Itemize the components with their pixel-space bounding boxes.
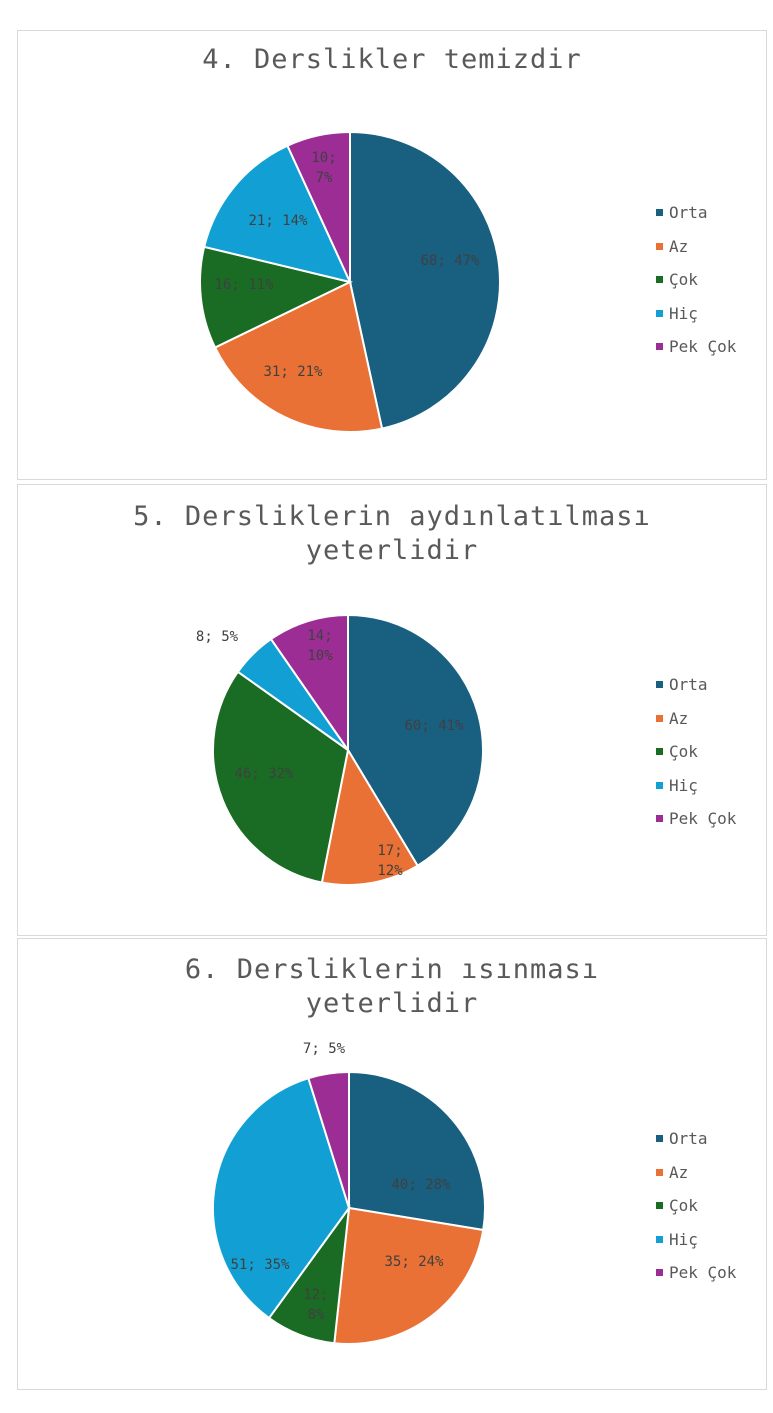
legend-label: Hiç	[669, 775, 698, 795]
legend-label: Çok	[669, 742, 698, 762]
chart-panel-4: 4. Derslikler temizdir 68; 47% 31; 21% 16; …	[17, 30, 767, 480]
legend-item: Hiç	[656, 1223, 768, 1257]
pie-slice-pek-çok	[307, 1070, 350, 1209]
legend-swatch	[656, 714, 663, 722]
legend-swatch	[656, 1235, 663, 1243]
data-label: 46; 32%	[234, 766, 294, 782]
pie-slice-orta	[347, 613, 484, 868]
legend-item: Orta	[656, 1122, 768, 1156]
legend-item: Hiç	[656, 769, 768, 803]
data-label: 31; 21%	[263, 364, 323, 380]
legend-swatch	[656, 276, 663, 284]
data-label: 10; 7%	[311, 150, 336, 186]
pie-slice-çok	[212, 670, 350, 884]
legend-label: Pek Çok	[669, 337, 737, 357]
legend-swatch	[656, 309, 663, 317]
legend-item: Az	[656, 702, 768, 736]
legend-label: Çok	[669, 270, 698, 290]
chart-legend: Orta Az Çok Hiç Pek Çok	[656, 1122, 768, 1290]
legend-swatch	[656, 781, 663, 789]
pie-slice-az	[333, 1206, 485, 1345]
pie-chart: 68; 47% 31; 21% 16; 11% 21; 14% 10; 7%	[199, 130, 501, 433]
legend-label: Orta	[669, 203, 708, 223]
pie-slice-pek-çok	[286, 130, 351, 283]
pie-slice-pek-çok	[269, 613, 349, 754]
legend-item: Çok	[656, 1189, 768, 1223]
chart-title: 4. Derslikler temizdir	[202, 44, 582, 75]
legend-label: Orta	[669, 1129, 708, 1149]
legend-item: Pek Çok	[656, 1256, 768, 1290]
legend-label: Az	[669, 1162, 689, 1182]
legend-label: Orta	[669, 675, 708, 695]
data-label: 21; 14%	[248, 213, 308, 229]
legend-label: Çok	[669, 1196, 698, 1216]
legend-swatch	[656, 1202, 663, 1210]
legend-item: Pek Çok	[656, 802, 768, 836]
legend-swatch	[656, 815, 663, 823]
data-label: 16; 11%	[214, 277, 274, 293]
legend-label: Az	[669, 708, 689, 728]
data-label: 35; 24%	[384, 1254, 444, 1270]
legend-item: Hiç	[656, 297, 768, 331]
legend-swatch	[656, 748, 663, 756]
legend-item: Orta	[656, 668, 768, 702]
chart-legend: Orta Az Çok Hiç Pek Çok	[656, 196, 768, 364]
pie-slice-az	[320, 747, 419, 886]
legend-swatch	[656, 1168, 663, 1176]
data-label: 40; 28%	[391, 1177, 451, 1193]
data-label: 7; 5%	[303, 1041, 346, 1057]
legend-swatch	[656, 343, 663, 351]
pie-chart: 40; 28% 35; 24% 12; 8% 51; 35% 7; 5%	[212, 1041, 486, 1345]
legend-item: Orta	[656, 196, 768, 230]
legend-swatch	[656, 1135, 663, 1143]
legend-swatch	[656, 1269, 663, 1277]
pie-slice-orta	[349, 130, 501, 430]
legend-item: Pek Çok	[656, 330, 768, 364]
pie-slice-orta	[348, 1070, 486, 1232]
pie-slice-az	[213, 280, 384, 433]
chart-panel-6: 6. Dersliklerin ısınması yeterlidir 40; 28…	[17, 938, 767, 1390]
pie-slice-hiç	[202, 144, 352, 284]
pie-slice-hiç	[212, 1076, 351, 1320]
legend-label: Pek Çok	[669, 809, 737, 829]
chart-title: 5. Dersliklerin aydınlatılması yeterlidir	[133, 501, 651, 566]
chart-title: 6. Dersliklerin ısınması yeterlidir	[184, 954, 600, 1019]
legend-item: Az	[656, 230, 768, 264]
pie-slice-çok	[199, 245, 353, 349]
legend-swatch	[656, 681, 663, 689]
legend-item: Az	[656, 1156, 768, 1190]
data-label: 14; 10%	[307, 628, 333, 664]
data-label: 51; 35%	[230, 1257, 290, 1273]
pie-chart: 60; 41% 17; 12% 46; 32% 8; 5% 14; 10%	[196, 613, 484, 886]
legend-label: Hiç	[669, 303, 698, 323]
legend-item: Çok	[656, 735, 768, 769]
legend-label: Az	[669, 236, 689, 256]
legend-swatch	[656, 209, 663, 217]
data-label: 8; 5%	[196, 629, 239, 645]
data-label: 17; 12%	[377, 843, 403, 879]
legend-item: Çok	[656, 263, 768, 297]
data-label: 12; 8%	[303, 1287, 328, 1323]
legend-label: Hiç	[669, 1229, 698, 1249]
legend-swatch	[656, 242, 663, 250]
legend-label: Pek Çok	[669, 1263, 737, 1283]
data-label: 68; 47%	[420, 253, 480, 269]
chart-panel-5: 5. Dersliklerin aydınlatılması yeterlidir…	[17, 484, 767, 936]
chart-legend: Orta Az Çok Hiç Pek Çok	[656, 668, 768, 836]
data-label: 60; 41%	[404, 718, 464, 734]
